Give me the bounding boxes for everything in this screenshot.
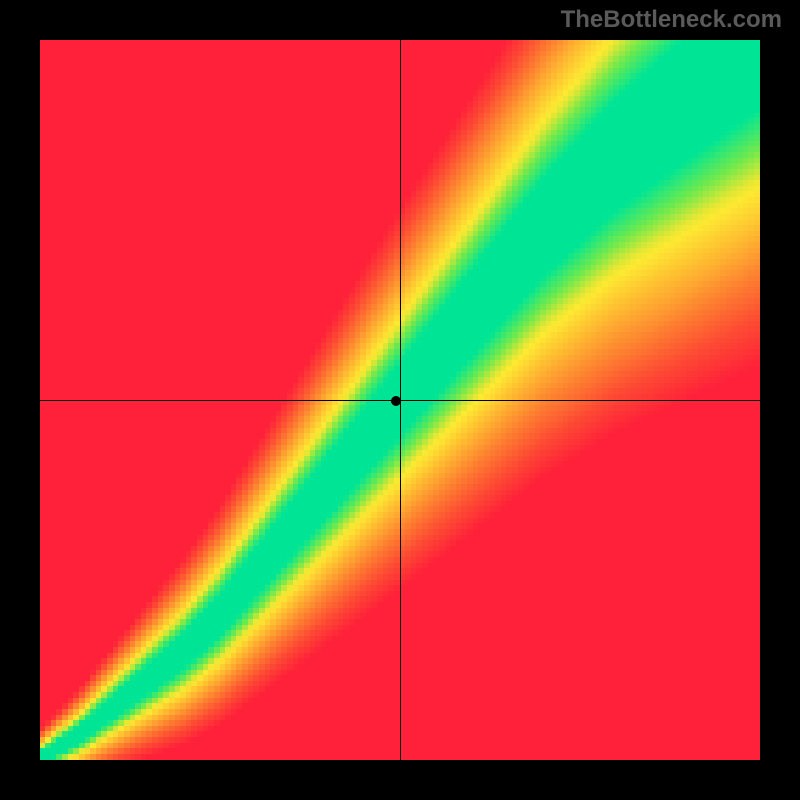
source-watermark: TheBottleneck.com (561, 6, 782, 34)
plot-area (40, 40, 760, 760)
selection-marker (391, 396, 401, 406)
chart-container: TheBottleneck.com (0, 0, 800, 800)
